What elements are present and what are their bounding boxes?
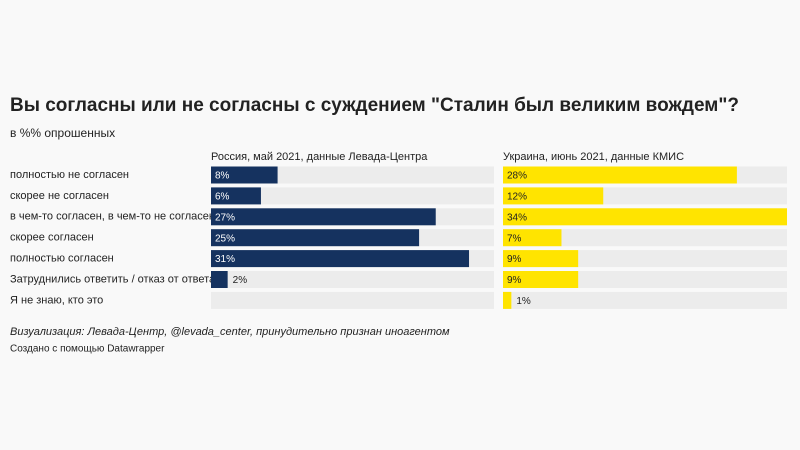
- bar-track: [211, 166, 494, 184]
- value-label: 1%: [516, 296, 531, 307]
- value-label: 7%: [507, 233, 522, 244]
- value-label: 8%: [215, 171, 230, 182]
- value-label: 6%: [215, 192, 230, 203]
- category-label: Затруднились ответить / отказ от ответа: [10, 273, 216, 285]
- value-label: 9%: [507, 275, 522, 286]
- bar: [503, 187, 604, 205]
- category-label: в чем-то согласен, в чем-то не согласен: [10, 211, 215, 223]
- bar: [211, 208, 436, 226]
- value-label: 31%: [215, 254, 235, 265]
- value-label: 34%: [507, 212, 527, 223]
- bar-track: [211, 271, 494, 288]
- category-label: полностью не согласен: [10, 169, 129, 181]
- category-label: Я не знаю, кто это: [10, 294, 103, 306]
- series-title: Россия, май 2021, данные Левада-Центра: [211, 151, 428, 163]
- bar: [503, 291, 512, 309]
- value-label: 27%: [215, 212, 235, 223]
- chart-subtitle: в %% опрошенных: [10, 126, 115, 140]
- bar-track: [503, 229, 787, 247]
- value-label: 2%: [233, 275, 248, 286]
- category-label: скорее согласен: [10, 232, 94, 244]
- value-label: 12%: [507, 192, 527, 203]
- bar: [211, 271, 228, 288]
- series-title: Украина, июнь 2021, данные КМИС: [503, 151, 684, 163]
- bar-track: [503, 291, 787, 309]
- bar-track: [211, 187, 494, 205]
- bar: [503, 250, 579, 268]
- value-label: 28%: [507, 171, 527, 182]
- bar: [211, 250, 470, 268]
- bar: [503, 166, 737, 184]
- bar: [211, 187, 261, 205]
- bar: [503, 208, 787, 226]
- value-label: 9%: [507, 254, 522, 265]
- credit: Создано с помощью Datawrapper: [10, 344, 165, 355]
- bar: [503, 271, 579, 288]
- bar: [211, 229, 420, 247]
- category-label: скорее не согласен: [10, 190, 109, 202]
- bar: [211, 166, 278, 184]
- bar: [503, 229, 562, 247]
- category-label: полностью согласен: [10, 253, 114, 265]
- value-label: 25%: [215, 233, 235, 244]
- notes: Визуализация: Левада-Центр, @levada_cent…: [10, 326, 450, 338]
- bar-track: [211, 291, 494, 309]
- chart-title: Вы согласны или не согласны с суждением …: [10, 95, 739, 116]
